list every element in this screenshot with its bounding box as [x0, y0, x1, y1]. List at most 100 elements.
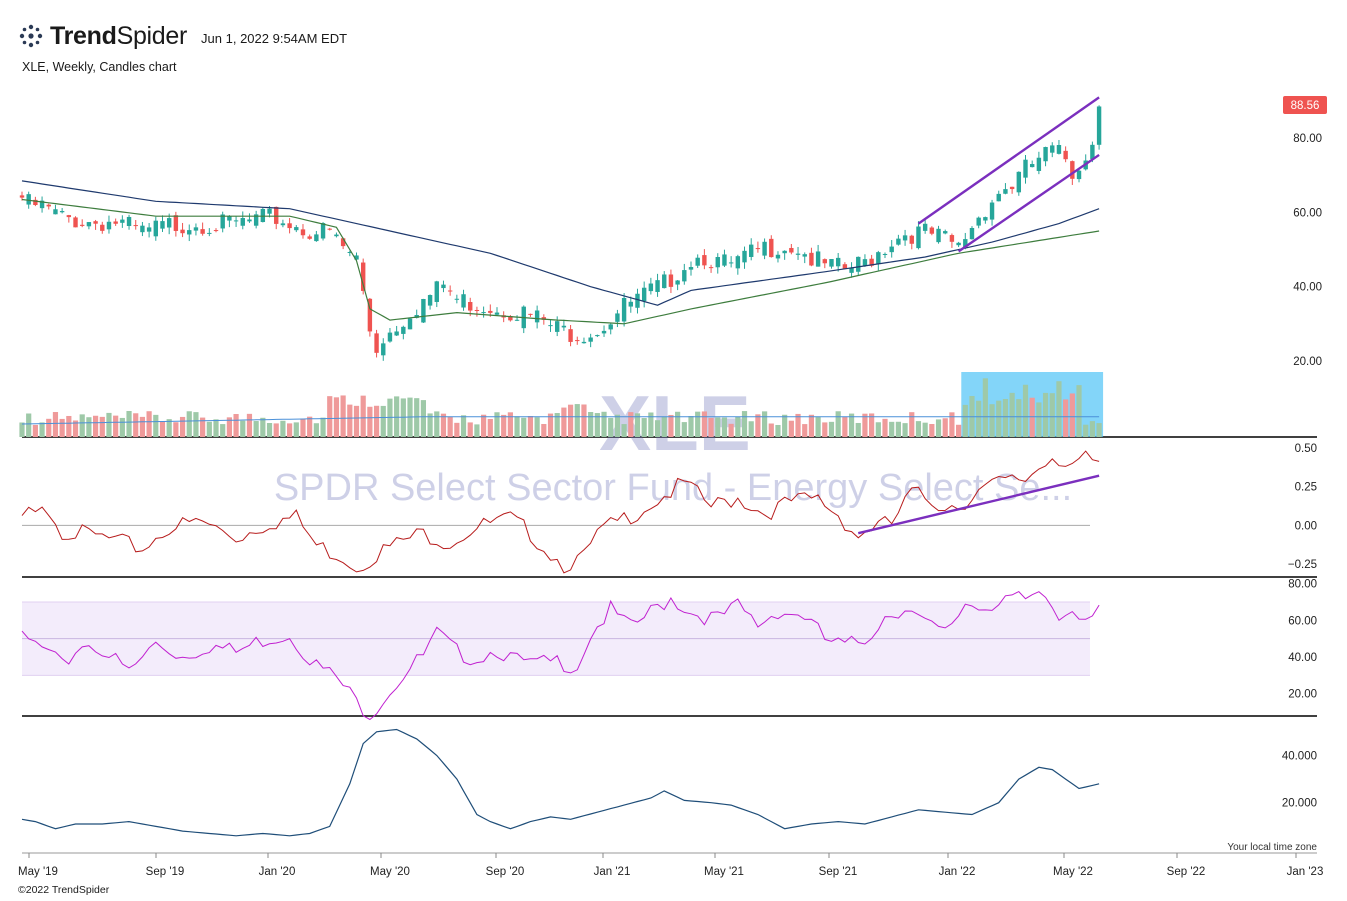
candle-body: [488, 310, 493, 313]
candle-body: [33, 199, 38, 206]
candle-body: [755, 248, 761, 250]
volume-bar: [902, 423, 908, 437]
volume-bar: [835, 411, 841, 437]
candle-body: [454, 298, 460, 300]
candle-body: [648, 283, 654, 292]
candle-body: [280, 223, 286, 226]
volume-bar: [929, 424, 935, 437]
price-tick-label: 20.00: [1293, 356, 1322, 368]
volume-bar: [788, 420, 794, 437]
candle-body: [862, 259, 868, 266]
price-tick-label: 60.00: [1293, 207, 1322, 219]
date-tick-label: Sep '20: [486, 866, 525, 878]
candle-body: [742, 250, 747, 263]
candle-body: [996, 193, 1001, 202]
volume-bar: [206, 421, 212, 437]
volume-bar: [741, 411, 748, 437]
candle-body: [260, 208, 266, 223]
volume-bar: [775, 424, 781, 437]
candle-body: [160, 221, 165, 229]
candle-body: [662, 274, 667, 289]
volume-bar: [320, 417, 326, 437]
volume-bar: [1029, 397, 1035, 437]
volume-bar: [99, 416, 105, 437]
volume-bar: [420, 400, 426, 437]
volume-bar: [19, 422, 25, 437]
volume-bar: [648, 412, 654, 437]
bottom-indicator-line: [21, 728, 1100, 837]
volume-bar: [26, 413, 32, 437]
candle-body: [789, 247, 794, 253]
channel-upper-line: [917, 96, 1100, 225]
volume-bar: [527, 416, 534, 437]
candle-body: [447, 290, 453, 292]
volume-bar: [808, 414, 815, 437]
candle-body: [568, 329, 573, 342]
candle-body: [929, 227, 935, 234]
volume-bar: [782, 414, 788, 437]
date-tick-label: Sep '21: [819, 866, 858, 878]
rsi-tick-label: 20.00: [1288, 689, 1317, 701]
date-tick-label: Jan '20: [259, 866, 296, 878]
volume-bar: [186, 411, 192, 437]
candle-body: [876, 252, 881, 264]
volume-bar: [487, 418, 493, 437]
oscillator-tick-label: 0.50: [1295, 443, 1317, 455]
candle-body: [889, 246, 894, 253]
volume-bar: [1016, 399, 1022, 437]
candle-body: [53, 209, 58, 215]
volume-bar: [246, 413, 253, 437]
candle-body: [340, 238, 346, 247]
volume-bar: [213, 419, 219, 437]
candle-body: [675, 280, 680, 285]
candle-body: [936, 228, 941, 243]
candle-body: [1043, 147, 1048, 162]
candle-body: [39, 200, 45, 209]
candle-body: [59, 211, 65, 213]
candle-body: [882, 253, 888, 255]
candle-body: [367, 298, 373, 332]
volume-bar: [173, 422, 179, 437]
volume-bar: [313, 423, 319, 437]
timestamp: Jun 1, 2022 9:54AM EDT: [201, 30, 348, 46]
candle-body: [795, 253, 801, 255]
candle-body: [146, 227, 152, 232]
candle-body: [715, 257, 720, 268]
date-tick-label: Jan '23: [1287, 866, 1324, 878]
volume-bar: [634, 413, 641, 437]
volume-bar: [119, 417, 125, 437]
candle-body: [621, 297, 627, 322]
volume-bar: [1063, 399, 1069, 437]
volume-bar: [52, 412, 59, 437]
candle-body: [943, 231, 948, 234]
candle-body: [180, 229, 185, 234]
volume-bar: [447, 416, 453, 437]
candle-body: [394, 331, 399, 336]
volume-bar: [333, 397, 340, 437]
oscillator-line: [21, 450, 1100, 574]
date-tick-label: Sep '19: [146, 866, 185, 878]
candle-body: [608, 324, 613, 330]
volume-bar: [474, 424, 480, 437]
volume-bar: [842, 417, 848, 437]
brand-bold: Trend: [50, 21, 117, 50]
candle-body: [267, 208, 272, 214]
volume-average-line: [21, 416, 1100, 425]
candle-body: [842, 264, 848, 269]
volume-bar: [481, 414, 487, 437]
volume-bar: [962, 404, 968, 437]
volume-bar: [862, 413, 868, 437]
candle-body: [782, 250, 787, 254]
volume-bar: [855, 422, 861, 437]
candle-body: [922, 223, 928, 231]
candle-body: [153, 220, 158, 237]
candle-body: [956, 242, 961, 246]
volume-bar: [695, 411, 701, 437]
oscillator-tick-label: −0.25: [1288, 559, 1317, 571]
volume-bar: [440, 413, 447, 437]
candle-body: [307, 236, 312, 239]
candle-body: [983, 217, 988, 221]
candle-body: [735, 256, 741, 269]
candle-body: [220, 214, 225, 229]
